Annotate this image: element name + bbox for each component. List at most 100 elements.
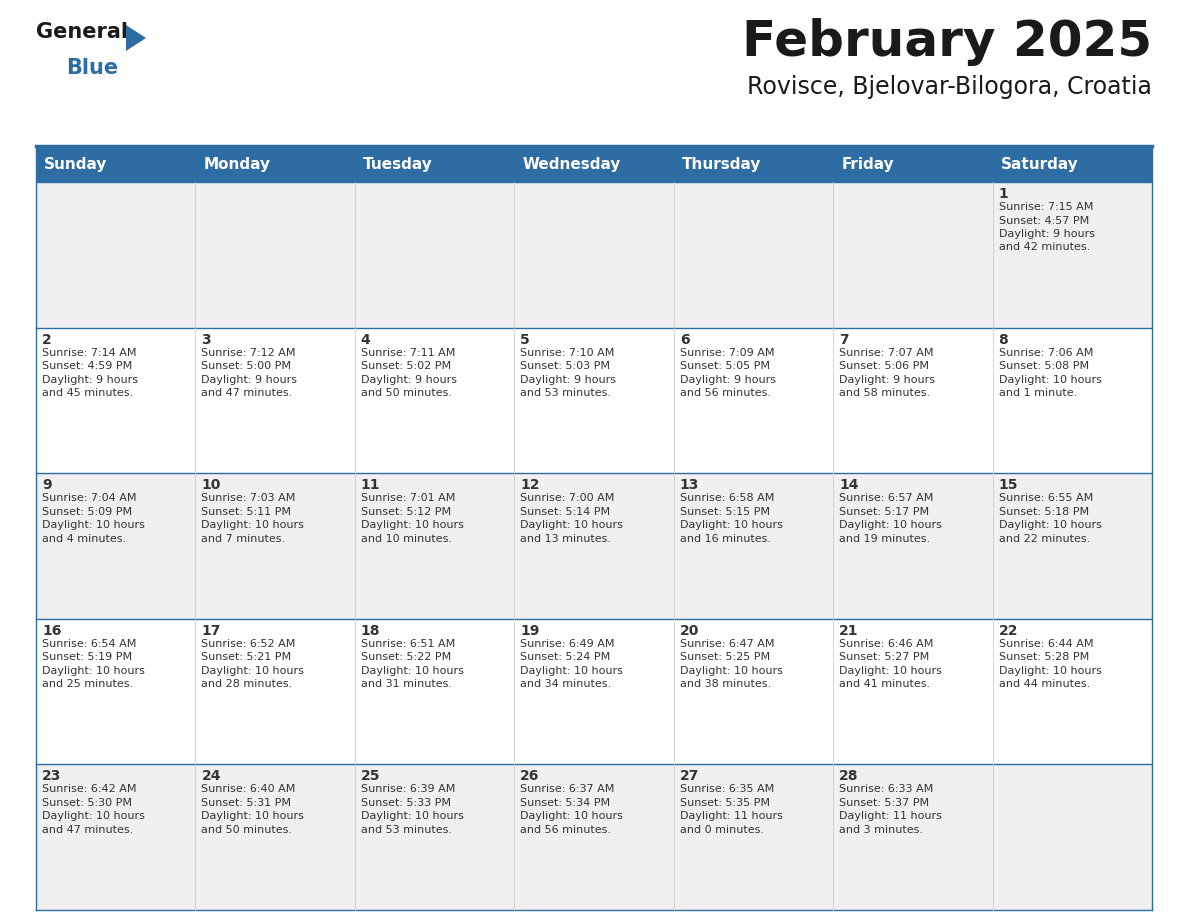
- Bar: [992, 765, 1152, 910]
- Text: and 16 minutes.: and 16 minutes.: [680, 533, 771, 543]
- Text: 1: 1: [999, 187, 1009, 201]
- Text: Daylight: 10 hours: Daylight: 10 hours: [520, 812, 624, 822]
- Text: Sunset: 5:25 PM: Sunset: 5:25 PM: [680, 653, 770, 662]
- Text: Sunset: 4:57 PM: Sunset: 4:57 PM: [999, 216, 1089, 226]
- Text: 15: 15: [999, 478, 1018, 492]
- Text: Sunset: 5:19 PM: Sunset: 5:19 PM: [42, 653, 132, 662]
- Text: Sunset: 5:22 PM: Sunset: 5:22 PM: [361, 653, 451, 662]
- Text: Daylight: 10 hours: Daylight: 10 hours: [42, 666, 145, 676]
- Text: 18: 18: [361, 624, 380, 638]
- Text: Sunset: 5:09 PM: Sunset: 5:09 PM: [42, 507, 132, 517]
- Text: Daylight: 9 hours: Daylight: 9 hours: [202, 375, 297, 385]
- Text: Sunrise: 6:44 AM: Sunrise: 6:44 AM: [999, 639, 1093, 649]
- Bar: [674, 182, 833, 328]
- Text: Sunrise: 6:57 AM: Sunrise: 6:57 AM: [839, 493, 934, 503]
- Text: Daylight: 10 hours: Daylight: 10 hours: [361, 812, 463, 822]
- Text: Sunrise: 7:09 AM: Sunrise: 7:09 AM: [680, 348, 775, 358]
- Text: Sunrise: 6:40 AM: Sunrise: 6:40 AM: [202, 784, 296, 794]
- Text: and 10 minutes.: and 10 minutes.: [361, 533, 451, 543]
- Text: Sunrise: 6:58 AM: Sunrise: 6:58 AM: [680, 493, 775, 503]
- Bar: [833, 765, 992, 910]
- Text: Sunset: 5:33 PM: Sunset: 5:33 PM: [361, 798, 451, 808]
- Text: Daylight: 10 hours: Daylight: 10 hours: [839, 521, 942, 531]
- Text: Daylight: 9 hours: Daylight: 9 hours: [680, 375, 776, 385]
- Text: Daylight: 10 hours: Daylight: 10 hours: [999, 521, 1101, 531]
- Text: Sunset: 5:34 PM: Sunset: 5:34 PM: [520, 798, 611, 808]
- Text: Sunrise: 6:51 AM: Sunrise: 6:51 AM: [361, 639, 455, 649]
- Text: 11: 11: [361, 478, 380, 492]
- Text: Sunset: 5:02 PM: Sunset: 5:02 PM: [361, 361, 451, 371]
- Text: 17: 17: [202, 624, 221, 638]
- Text: Daylight: 9 hours: Daylight: 9 hours: [361, 375, 457, 385]
- Text: and 4 minutes.: and 4 minutes.: [42, 533, 126, 543]
- Text: Thursday: Thursday: [682, 158, 762, 173]
- Text: Sunrise: 6:47 AM: Sunrise: 6:47 AM: [680, 639, 775, 649]
- Text: Sunrise: 6:54 AM: Sunrise: 6:54 AM: [42, 639, 137, 649]
- Text: Sunset: 5:27 PM: Sunset: 5:27 PM: [839, 653, 929, 662]
- Text: Sunrise: 7:03 AM: Sunrise: 7:03 AM: [202, 493, 296, 503]
- Text: Sunrise: 6:49 AM: Sunrise: 6:49 AM: [520, 639, 614, 649]
- Bar: [514, 619, 674, 765]
- Text: Daylight: 10 hours: Daylight: 10 hours: [361, 521, 463, 531]
- Text: Sunrise: 7:04 AM: Sunrise: 7:04 AM: [42, 493, 137, 503]
- Text: 24: 24: [202, 769, 221, 783]
- Text: Sunset: 5:05 PM: Sunset: 5:05 PM: [680, 361, 770, 371]
- Bar: [355, 182, 514, 328]
- Text: 27: 27: [680, 769, 699, 783]
- Text: Sunset: 5:31 PM: Sunset: 5:31 PM: [202, 798, 291, 808]
- Text: Sunset: 5:14 PM: Sunset: 5:14 PM: [520, 507, 611, 517]
- Bar: [196, 619, 355, 765]
- Bar: [833, 328, 992, 473]
- Text: and 41 minutes.: and 41 minutes.: [839, 679, 930, 689]
- Text: Sunrise: 6:37 AM: Sunrise: 6:37 AM: [520, 784, 614, 794]
- Text: 7: 7: [839, 332, 848, 347]
- Text: Sunset: 5:00 PM: Sunset: 5:00 PM: [202, 361, 291, 371]
- Text: Daylight: 9 hours: Daylight: 9 hours: [999, 229, 1094, 239]
- Text: Sunrise: 6:52 AM: Sunrise: 6:52 AM: [202, 639, 296, 649]
- Bar: [674, 328, 833, 473]
- Text: Sunrise: 7:00 AM: Sunrise: 7:00 AM: [520, 493, 614, 503]
- Text: 5: 5: [520, 332, 530, 347]
- Text: Sunset: 5:08 PM: Sunset: 5:08 PM: [999, 361, 1088, 371]
- Text: Daylight: 10 hours: Daylight: 10 hours: [680, 666, 783, 676]
- Bar: [992, 328, 1152, 473]
- Text: Sunrise: 6:55 AM: Sunrise: 6:55 AM: [999, 493, 1093, 503]
- Bar: [196, 328, 355, 473]
- Text: Sunrise: 7:11 AM: Sunrise: 7:11 AM: [361, 348, 455, 358]
- Text: Sunset: 5:30 PM: Sunset: 5:30 PM: [42, 798, 132, 808]
- Text: 25: 25: [361, 769, 380, 783]
- Text: Sunset: 5:24 PM: Sunset: 5:24 PM: [520, 653, 611, 662]
- Text: Daylight: 10 hours: Daylight: 10 hours: [202, 812, 304, 822]
- Text: 19: 19: [520, 624, 539, 638]
- Text: Daylight: 10 hours: Daylight: 10 hours: [42, 521, 145, 531]
- Text: Daylight: 10 hours: Daylight: 10 hours: [520, 521, 624, 531]
- Text: Sunset: 5:12 PM: Sunset: 5:12 PM: [361, 507, 451, 517]
- Bar: [36, 619, 196, 765]
- Text: and 42 minutes.: and 42 minutes.: [999, 242, 1089, 252]
- Text: and 44 minutes.: and 44 minutes.: [999, 679, 1089, 689]
- Text: 10: 10: [202, 478, 221, 492]
- Text: and 19 minutes.: and 19 minutes.: [839, 533, 930, 543]
- Text: 16: 16: [42, 624, 62, 638]
- Polygon shape: [126, 25, 146, 51]
- Text: Tuesday: Tuesday: [362, 158, 432, 173]
- Text: Sunset: 5:03 PM: Sunset: 5:03 PM: [520, 361, 611, 371]
- Bar: [355, 473, 514, 619]
- Text: Sunrise: 7:15 AM: Sunrise: 7:15 AM: [999, 202, 1093, 212]
- Text: Daylight: 10 hours: Daylight: 10 hours: [839, 666, 942, 676]
- Text: and 1 minute.: and 1 minute.: [999, 388, 1076, 398]
- Text: 28: 28: [839, 769, 859, 783]
- Text: 22: 22: [999, 624, 1018, 638]
- Text: Daylight: 11 hours: Daylight: 11 hours: [839, 812, 942, 822]
- Text: Daylight: 9 hours: Daylight: 9 hours: [42, 375, 138, 385]
- Bar: [514, 182, 674, 328]
- Text: Daylight: 10 hours: Daylight: 10 hours: [680, 521, 783, 531]
- Text: Sunrise: 7:06 AM: Sunrise: 7:06 AM: [999, 348, 1093, 358]
- Text: and 53 minutes.: and 53 minutes.: [361, 825, 451, 834]
- Text: and 28 minutes.: and 28 minutes.: [202, 679, 292, 689]
- Text: Sunrise: 7:01 AM: Sunrise: 7:01 AM: [361, 493, 455, 503]
- Text: Daylight: 10 hours: Daylight: 10 hours: [42, 812, 145, 822]
- Text: and 31 minutes.: and 31 minutes.: [361, 679, 451, 689]
- Text: 8: 8: [999, 332, 1009, 347]
- Text: Daylight: 10 hours: Daylight: 10 hours: [202, 666, 304, 676]
